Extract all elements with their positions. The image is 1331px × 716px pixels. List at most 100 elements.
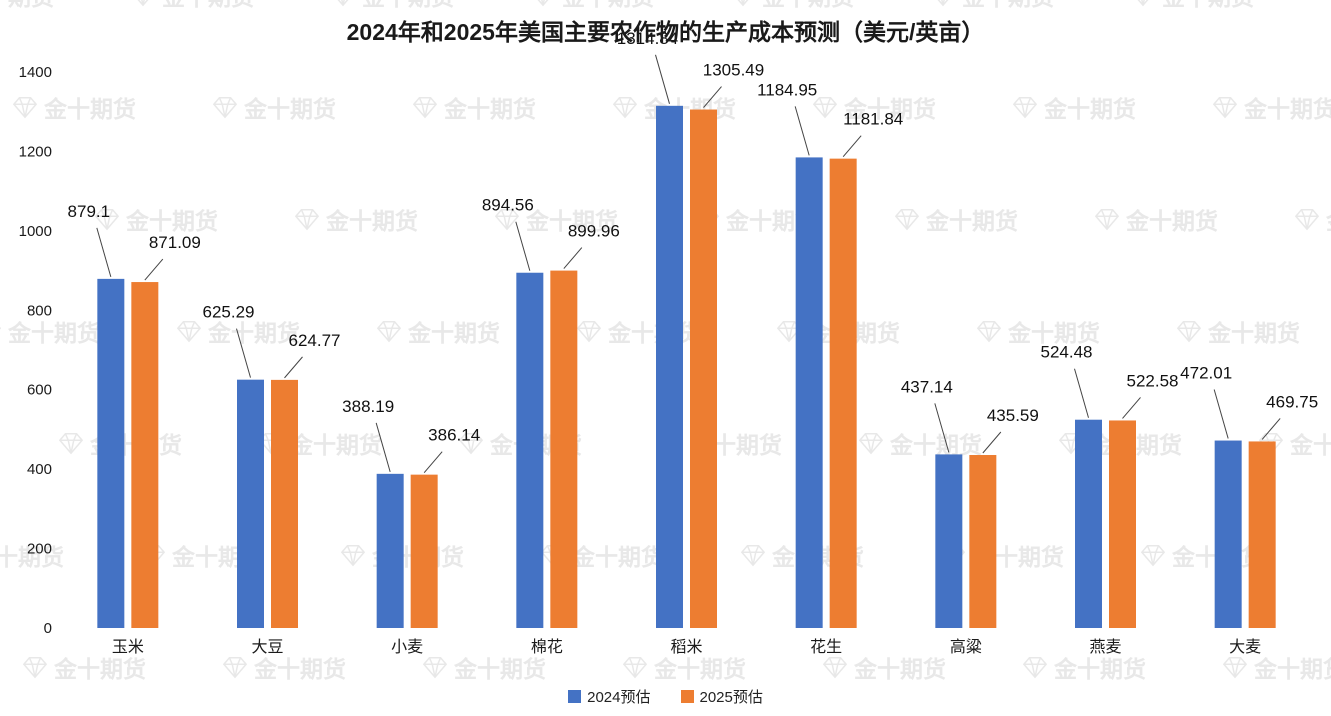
- watermark: 金十期货: [812, 90, 936, 124]
- x-axis-label: 棉花: [531, 638, 563, 656]
- y-axis-tick: 0: [44, 620, 52, 637]
- leader-line: [375, 422, 391, 472]
- gem-icon: [822, 656, 848, 679]
- value-label-2024: 524.48: [1041, 343, 1093, 362]
- leader-line: [423, 451, 443, 473]
- x-axis-label: 稻米: [670, 638, 702, 656]
- watermark-text: 金十期货: [326, 208, 418, 234]
- gem-icon: [1294, 208, 1320, 231]
- gem-icon: [222, 656, 248, 679]
- watermark-text: 金十期货: [526, 208, 618, 234]
- legend-item-2024[interactable]: 2024预估: [568, 686, 651, 707]
- gem-icon: [858, 432, 884, 455]
- y-axis-tick: 600: [27, 382, 52, 399]
- leader-line: [1074, 368, 1089, 418]
- watermark: 金十期货: [858, 426, 982, 460]
- watermark: 金十期货: [1012, 90, 1136, 124]
- watermark-text: 金十期货: [0, 0, 54, 12]
- y-axis-tick: 1200: [19, 143, 52, 160]
- watermark-text: 金十期货: [408, 320, 500, 346]
- legend-label-2025: 2025预估: [699, 689, 763, 706]
- watermark: 金十期货: [0, 538, 64, 572]
- watermark: 金十期货: [330, 0, 454, 12]
- value-label-2024: 388.19: [342, 397, 394, 416]
- watermark: 金十期货: [0, 314, 100, 348]
- bar-2024: [516, 272, 544, 628]
- watermark-text: 金十期货: [762, 0, 854, 12]
- gem-icon: [612, 96, 638, 119]
- watermark-text: 金十期货: [854, 656, 946, 682]
- leader-line: [515, 221, 531, 271]
- gem-icon: [576, 320, 602, 343]
- gem-icon: [422, 656, 448, 679]
- gem-icon: [894, 208, 920, 231]
- gem-icon: [976, 320, 1002, 343]
- value-label-2025: 469.75: [1266, 392, 1318, 411]
- legend-item-2025[interactable]: 2025预估: [680, 686, 763, 707]
- watermark-text: 金十期货: [362, 0, 454, 12]
- y-axis-tick: 400: [27, 461, 52, 478]
- watermark-text: 金十期货: [572, 544, 664, 570]
- bar-2024: [237, 379, 264, 628]
- gem-icon: [376, 320, 402, 343]
- watermark-text: 金十期货: [1254, 656, 1331, 682]
- watermark-text: 金十期货: [962, 0, 1054, 12]
- watermark-text: 金十期货: [0, 544, 64, 570]
- legend-label-2024: 2024预估: [587, 689, 651, 706]
- y-axis-tick: 800: [27, 302, 52, 319]
- watermark: 金十期货: [22, 650, 146, 684]
- watermark-text: 金十期货: [1208, 320, 1300, 346]
- value-label-2025: 624.77: [289, 331, 341, 350]
- gem-icon: [22, 656, 48, 679]
- watermark-text: 金十期货: [926, 208, 1018, 234]
- value-label-2024: 879.1: [68, 202, 111, 221]
- watermark-text: 金十期货: [254, 656, 346, 682]
- watermark-text: 金十期货: [562, 0, 654, 12]
- gem-icon: [212, 96, 238, 119]
- watermark-text: 金十期货: [444, 96, 536, 122]
- watermark-text: 金十期货: [890, 432, 982, 458]
- gem-icon: [58, 432, 84, 455]
- x-axis-label: 燕麦: [1089, 638, 1121, 656]
- bar-2024: [795, 157, 823, 628]
- watermark: 金十期货: [0, 0, 54, 12]
- gem-icon: [1258, 432, 1284, 455]
- watermark: 金十期货: [1212, 90, 1331, 124]
- leader-line: [703, 86, 722, 108]
- chart-title: 2024年和2025年美国主要农作物的生产成本预测（美元/英亩）: [346, 19, 985, 45]
- value-label-2024: 472.01: [1180, 364, 1232, 383]
- watermark-text: 金十期货: [608, 320, 700, 346]
- y-axis-tick: 1000: [19, 223, 52, 240]
- bar-2025: [829, 158, 857, 628]
- bar-2025: [1109, 420, 1136, 628]
- legend-swatch-2024: [568, 690, 582, 703]
- watermark: 金十期货: [12, 90, 136, 124]
- value-label-2025: 899.96: [568, 222, 620, 241]
- gem-icon: [1012, 96, 1038, 119]
- gem-icon: [1222, 656, 1248, 679]
- watermark-text: 金十期货: [290, 432, 382, 458]
- bar-2024: [97, 278, 125, 628]
- leader-line: [934, 403, 950, 453]
- leader-line: [96, 227, 112, 278]
- bar-2025: [271, 379, 298, 628]
- gem-icon: [458, 432, 484, 455]
- gem-icon: [340, 544, 366, 567]
- value-label-2025: 386.14: [428, 426, 480, 445]
- watermark: 金十期货: [1258, 426, 1331, 460]
- leader-line: [842, 135, 862, 157]
- watermark: 金十期货: [894, 202, 1018, 236]
- bar-2024: [376, 473, 404, 628]
- value-label-2024: 1314.84: [617, 29, 678, 48]
- watermark: 金十期货: [1222, 650, 1331, 684]
- gem-icon: [937, 0, 949, 7]
- watermark: 金十期货: [1294, 202, 1331, 236]
- watermark: 金十期货: [412, 90, 536, 124]
- watermark-text: 金十期货: [1244, 96, 1331, 122]
- gem-icon: [1137, 0, 1149, 7]
- gem-icon: [1022, 656, 1048, 679]
- watermark: 金十期货: [176, 314, 300, 348]
- watermark-text: 金十期货: [54, 656, 146, 682]
- watermark: 金十期货: [494, 202, 618, 236]
